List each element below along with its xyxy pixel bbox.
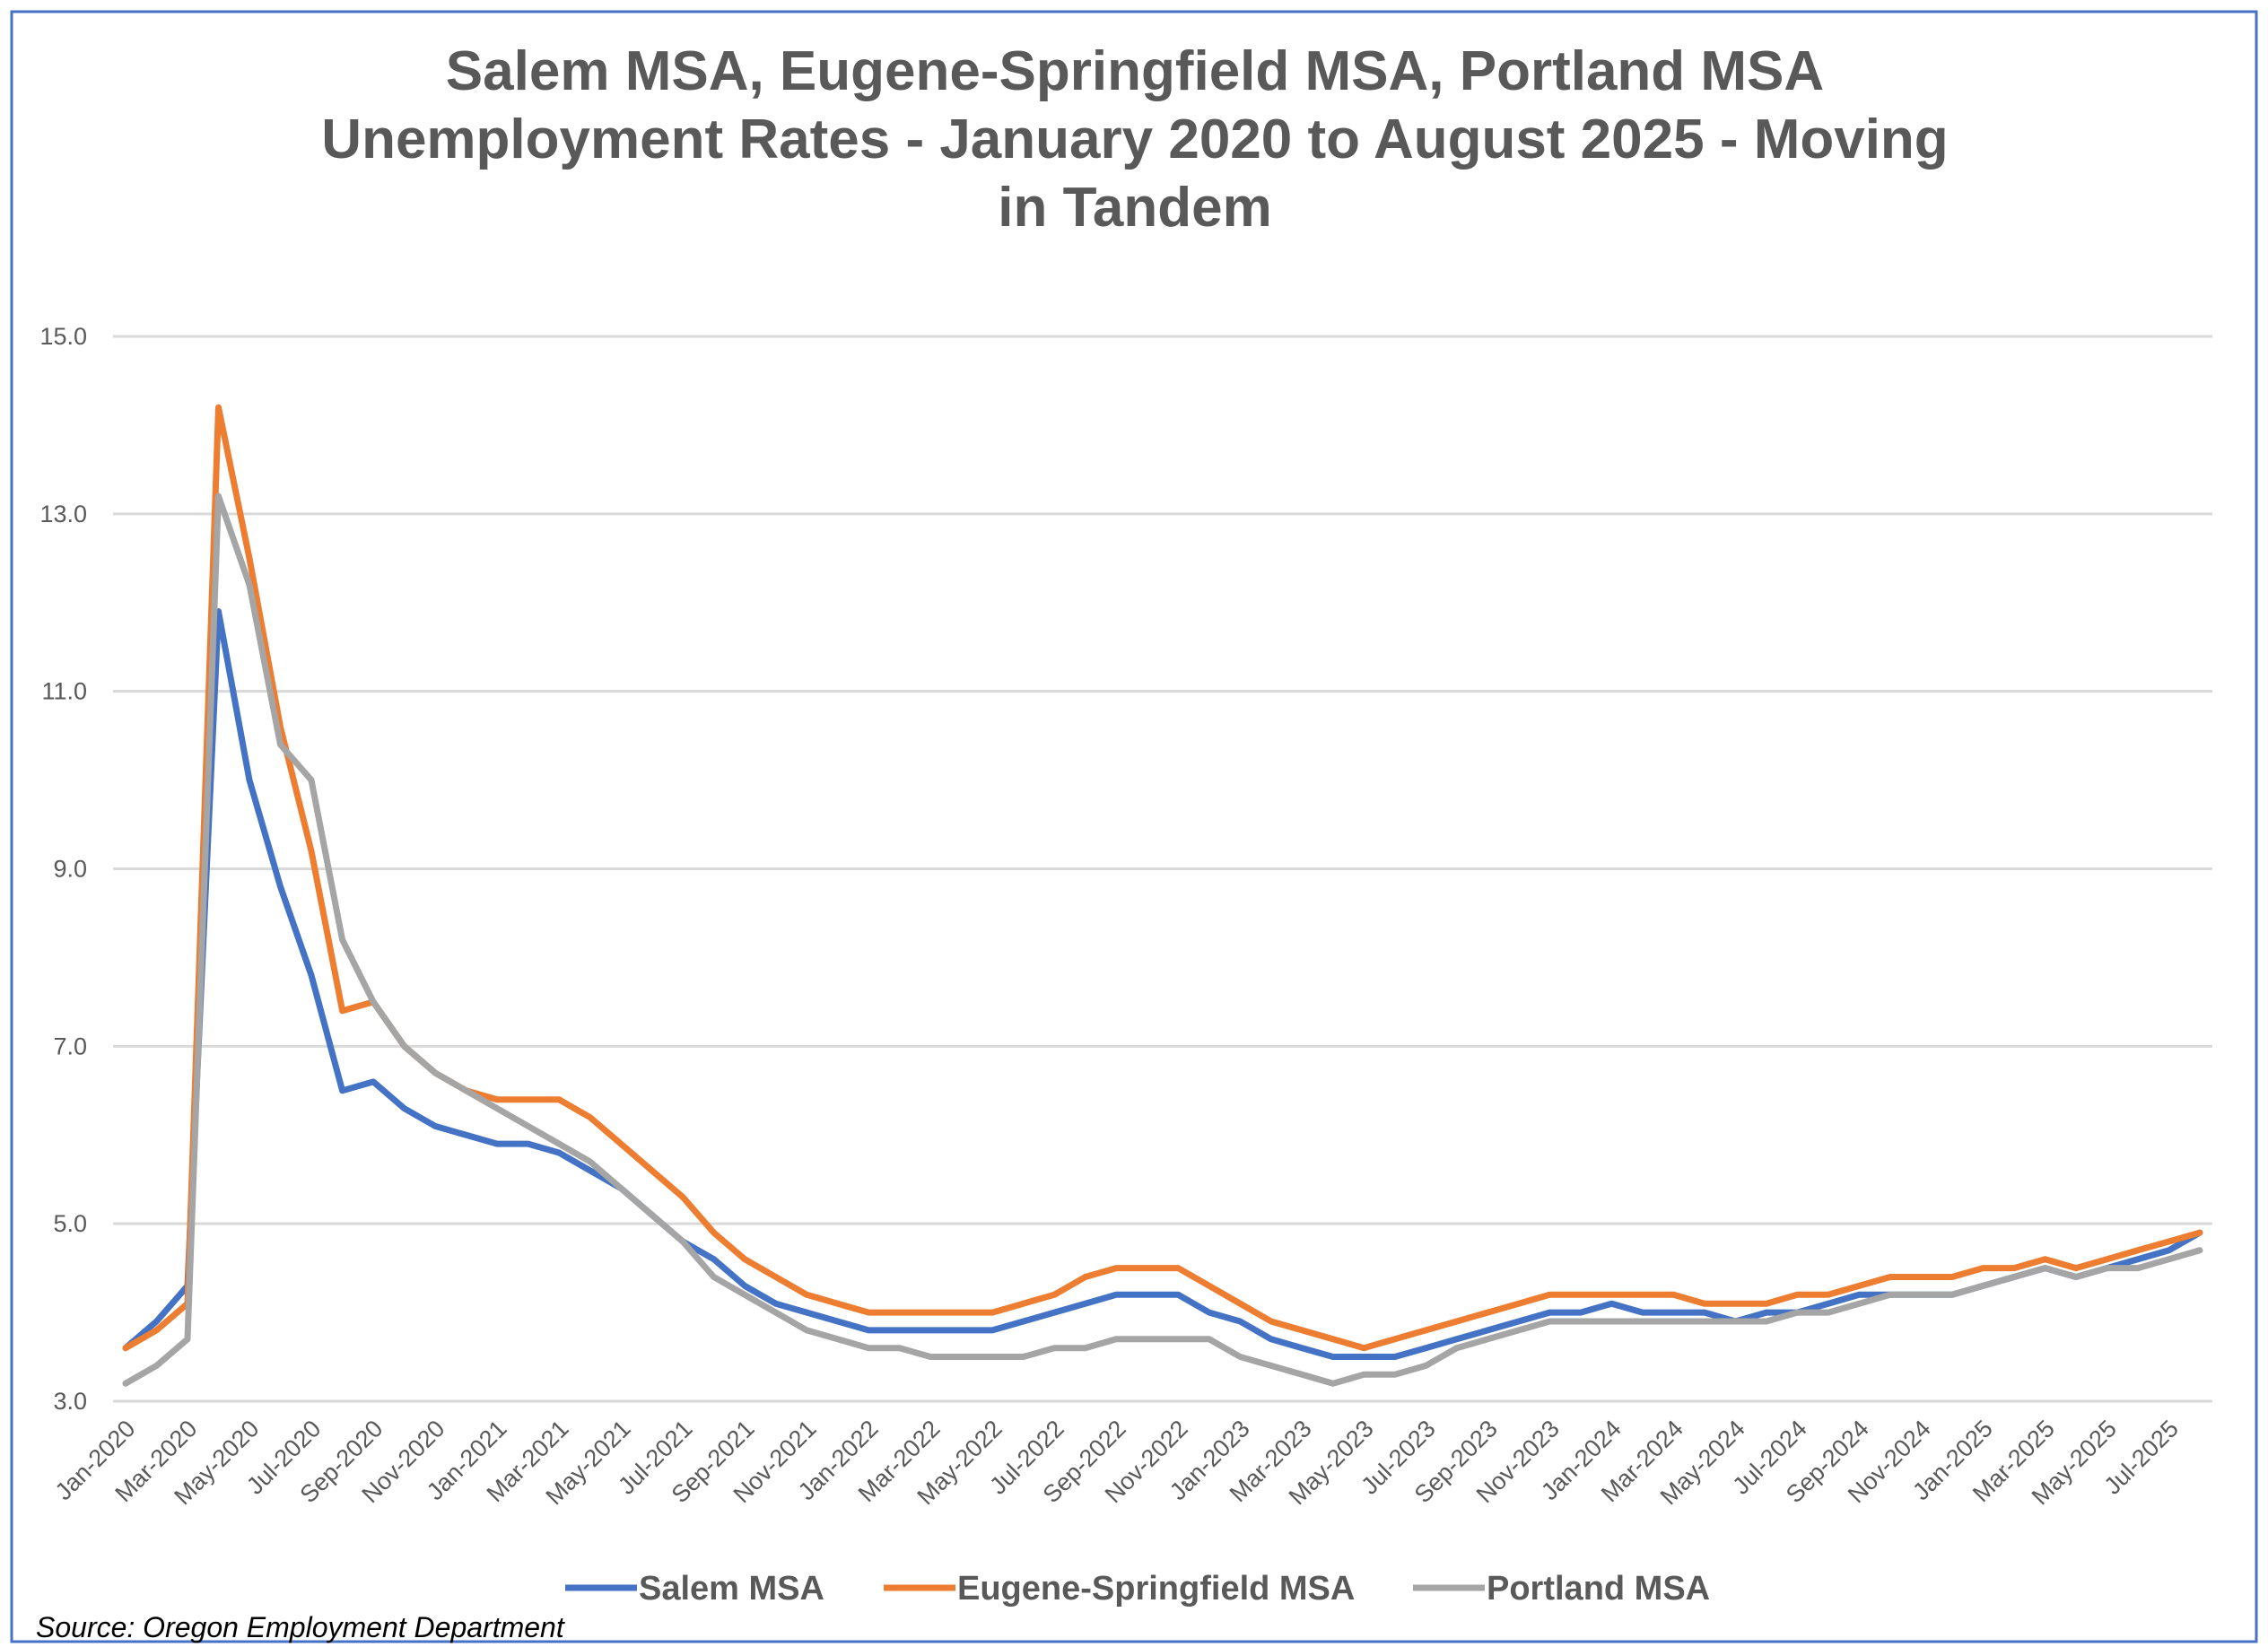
chart-title-line-1: Salem MSA, Eugene-Springfield MSA, Portl… [446,40,1824,102]
y-tick-label: 11.0 [41,678,87,705]
series-line-portland-msa [122,492,2203,1387]
y-tick-label: 15.0 [39,323,87,350]
legend-label: Eugene-Springfield MSA [957,1570,1355,1608]
gridlines [113,335,2212,1403]
legend: Salem MSA Eugene-Springfield MSA Portland … [565,1570,1710,1608]
y-tick-label: 7.0 [53,1033,87,1059]
y-tick-label: 3.0 [53,1388,87,1415]
source-note: Source: Oregon Employment Department [36,1611,565,1643]
chart-border [10,10,2258,1643]
y-tick-label: 9.0 [53,856,87,883]
y-tick-label: 5.0 [53,1210,87,1237]
series-lines [122,404,2203,1387]
y-axis: 15.0 13.0 11.0 9.0 7.0 5.0 3.0 [39,323,87,1415]
y-tick-label: 13.0 [39,501,87,527]
series-line-salem-msa [122,608,2203,1360]
chart-title-line-2: Unemployment Rates - January 2020 to Aug… [321,109,1948,170]
legend-label: Portland MSA [1487,1570,1710,1608]
legend-label: Salem MSA [639,1570,824,1608]
chart-title-line-3: in Tandem [998,177,1271,239]
